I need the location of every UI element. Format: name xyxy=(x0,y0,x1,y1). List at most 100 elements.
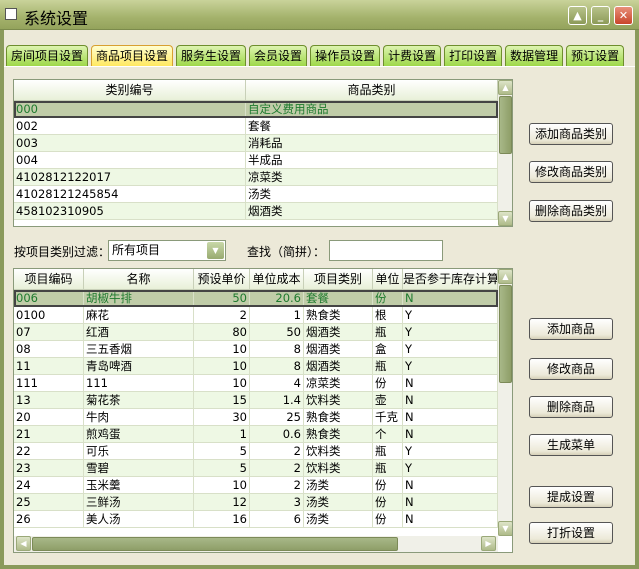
table-cell: 5 xyxy=(194,460,250,476)
scroll-down-icon[interactable]: ▼ xyxy=(498,211,512,226)
tab-2[interactable]: 服务生设置 xyxy=(176,45,247,66)
scroll-down-icon[interactable]: ▼ xyxy=(498,521,512,536)
table-cell: Y xyxy=(403,341,498,357)
table-cell: 汤类 xyxy=(304,477,373,493)
tab-7[interactable]: 数据管理 xyxy=(505,45,564,66)
column-header[interactable]: 项目类别 xyxy=(304,269,373,289)
table-cell: 2 xyxy=(250,443,304,459)
table-cell: 三五香烟 xyxy=(84,341,194,357)
column-header[interactable]: 类别编号 xyxy=(14,80,246,100)
table-row[interactable]: 458102310905 烟酒类 xyxy=(14,203,498,220)
column-header[interactable]: 单位成本 xyxy=(250,269,304,289)
column-header[interactable]: 单位 xyxy=(373,269,403,289)
column-header[interactable]: 预设单价 xyxy=(194,269,250,289)
table-cell: 根 xyxy=(373,307,403,323)
scroll-right-icon[interactable]: ▶ xyxy=(481,536,496,551)
table-cell: 26 xyxy=(14,511,84,527)
table-cell: 份 xyxy=(373,494,403,510)
table-row[interactable]: 13 菊花茶 15 1.4 饮料类壶 N xyxy=(14,392,498,409)
table-cell: 份 xyxy=(373,290,403,306)
table-row[interactable]: 4102812122017 凉菜类 xyxy=(14,169,498,186)
table-row[interactable]: 20 牛肉 30 25 熟食类 千克 N xyxy=(14,409,498,426)
table-row[interactable]: 003 消耗品 xyxy=(14,135,498,152)
table-cell: 熟食类 xyxy=(304,426,373,442)
scroll-up-icon[interactable]: ▲ xyxy=(498,80,512,95)
table-row[interactable]: 24 玉米羹 10 2 汤类份 N xyxy=(14,477,498,494)
scroll-up-icon[interactable]: ▲ xyxy=(498,269,512,284)
column-header[interactable]: 名称 xyxy=(84,269,194,289)
table-cell: 50 xyxy=(194,290,250,306)
table-cell: 熟食类 xyxy=(304,409,373,425)
tab-8[interactable]: 预订设置 xyxy=(566,45,625,66)
table-row[interactable]: 11 青岛啤酒 10 8 烟酒类瓶 Y xyxy=(14,358,498,375)
table-row[interactable]: 26 美人汤 16 6 汤类份 N xyxy=(14,511,498,528)
table-cell: 10 xyxy=(194,358,250,374)
delete-category-button[interactable]: 删除商品类别 xyxy=(529,200,613,222)
edit-category-button[interactable]: 修改商品类别 xyxy=(529,161,613,183)
minimize-button[interactable]: _ xyxy=(591,6,610,25)
table-row[interactable]: 22 可乐 5 2 饮料类瓶 Y xyxy=(14,443,498,460)
table-row[interactable]: 004 半成品 xyxy=(14,152,498,169)
table-cell: N xyxy=(403,375,498,391)
table-cell: 份 xyxy=(373,477,403,493)
table-cell: 千克 xyxy=(373,409,403,425)
column-header[interactable]: 商品类别 xyxy=(246,80,498,100)
system-menu-icon[interactable] xyxy=(5,8,17,20)
table-row[interactable]: 0100 麻花 2 1 熟食类根 Y xyxy=(14,307,498,324)
table-cell: 瓶 xyxy=(373,324,403,340)
tab-5[interactable]: 计费设置 xyxy=(383,45,442,66)
table-cell: 30 xyxy=(194,409,250,425)
table-row[interactable]: 41028121245854 汤类 xyxy=(14,186,498,203)
table-cell: 21 xyxy=(14,426,84,442)
table-cell: 16 xyxy=(194,511,250,527)
tab-3[interactable]: 会员设置 xyxy=(249,45,308,66)
add-item-button[interactable]: 添加商品 xyxy=(529,318,613,340)
scroll-thumb[interactable] xyxy=(499,96,512,154)
column-header[interactable]: 项目编码 xyxy=(14,269,84,289)
commission-settings-button[interactable]: 提成设置 xyxy=(529,486,613,508)
item-horizontal-scrollbar[interactable]: ◀ ▶ xyxy=(14,536,498,552)
table-row[interactable]: 23 雪碧 5 2 饮料类瓶 Y xyxy=(14,460,498,477)
table-cell: 003 xyxy=(14,135,246,151)
add-category-button[interactable]: 添加商品类别 xyxy=(529,123,613,145)
table-row[interactable]: 111 111 10 4 凉菜类份 N xyxy=(14,375,498,392)
table-cell: 006 xyxy=(14,290,84,306)
table-cell: N xyxy=(403,290,498,306)
table-row[interactable]: 002 套餐 xyxy=(14,118,498,135)
table-cell: 15 xyxy=(194,392,250,408)
column-header[interactable]: 是否参于库存计算 xyxy=(403,269,498,289)
tab-1[interactable]: 商品项目设置 xyxy=(91,45,174,66)
tab-6[interactable]: 打印设置 xyxy=(444,45,503,66)
category-filter-select[interactable]: 所有项目 ▼ xyxy=(108,240,226,261)
table-row[interactable]: 006 胡椒牛排 50 20.6 套餐份 N xyxy=(14,290,498,307)
scroll-left-icon[interactable]: ◀ xyxy=(16,536,31,551)
scroll-thumb[interactable] xyxy=(32,537,398,551)
item-vertical-scrollbar[interactable]: ▲ ▼ xyxy=(498,269,512,536)
generate-menu-button[interactable]: 生成菜单 xyxy=(529,434,613,456)
chevron-down-icon[interactable]: ▼ xyxy=(207,242,224,259)
tab-0[interactable]: 房间项目设置 xyxy=(6,45,89,66)
restore-button[interactable]: ▲ xyxy=(568,6,587,25)
scroll-thumb[interactable] xyxy=(499,285,512,383)
table-cell: 2 xyxy=(194,307,250,323)
table-cell: N xyxy=(403,409,498,425)
table-row[interactable]: 25 三鲜汤 12 3 汤类份 N xyxy=(14,494,498,511)
table-row[interactable]: 21 煎鸡蛋 1 0.6 熟食类个 N xyxy=(14,426,498,443)
category-vertical-scrollbar[interactable]: ▲ ▼ xyxy=(498,80,512,226)
close-button[interactable]: ✕ xyxy=(614,6,633,25)
table-cell: 25 xyxy=(14,494,84,510)
edit-item-button[interactable]: 修改商品 xyxy=(529,358,613,380)
search-input[interactable] xyxy=(329,240,443,261)
delete-item-button[interactable]: 删除商品 xyxy=(529,396,613,418)
table-row[interactable]: 07 红酒 80 50 烟酒类瓶 Y xyxy=(14,324,498,341)
table-cell: 套餐 xyxy=(304,290,373,306)
table-cell: 111 xyxy=(14,375,84,391)
table-row[interactable]: 08 三五香烟 10 8 烟酒类盒 Y xyxy=(14,341,498,358)
table-cell: 个 xyxy=(373,426,403,442)
table-cell: 22 xyxy=(14,443,84,459)
discount-settings-button[interactable]: 打折设置 xyxy=(529,522,613,544)
table-row[interactable]: 000 自定义费用商品 xyxy=(14,101,498,118)
tab-4[interactable]: 操作员设置 xyxy=(310,45,381,66)
table-cell: 20 xyxy=(14,409,84,425)
table-cell: 25 xyxy=(250,409,304,425)
